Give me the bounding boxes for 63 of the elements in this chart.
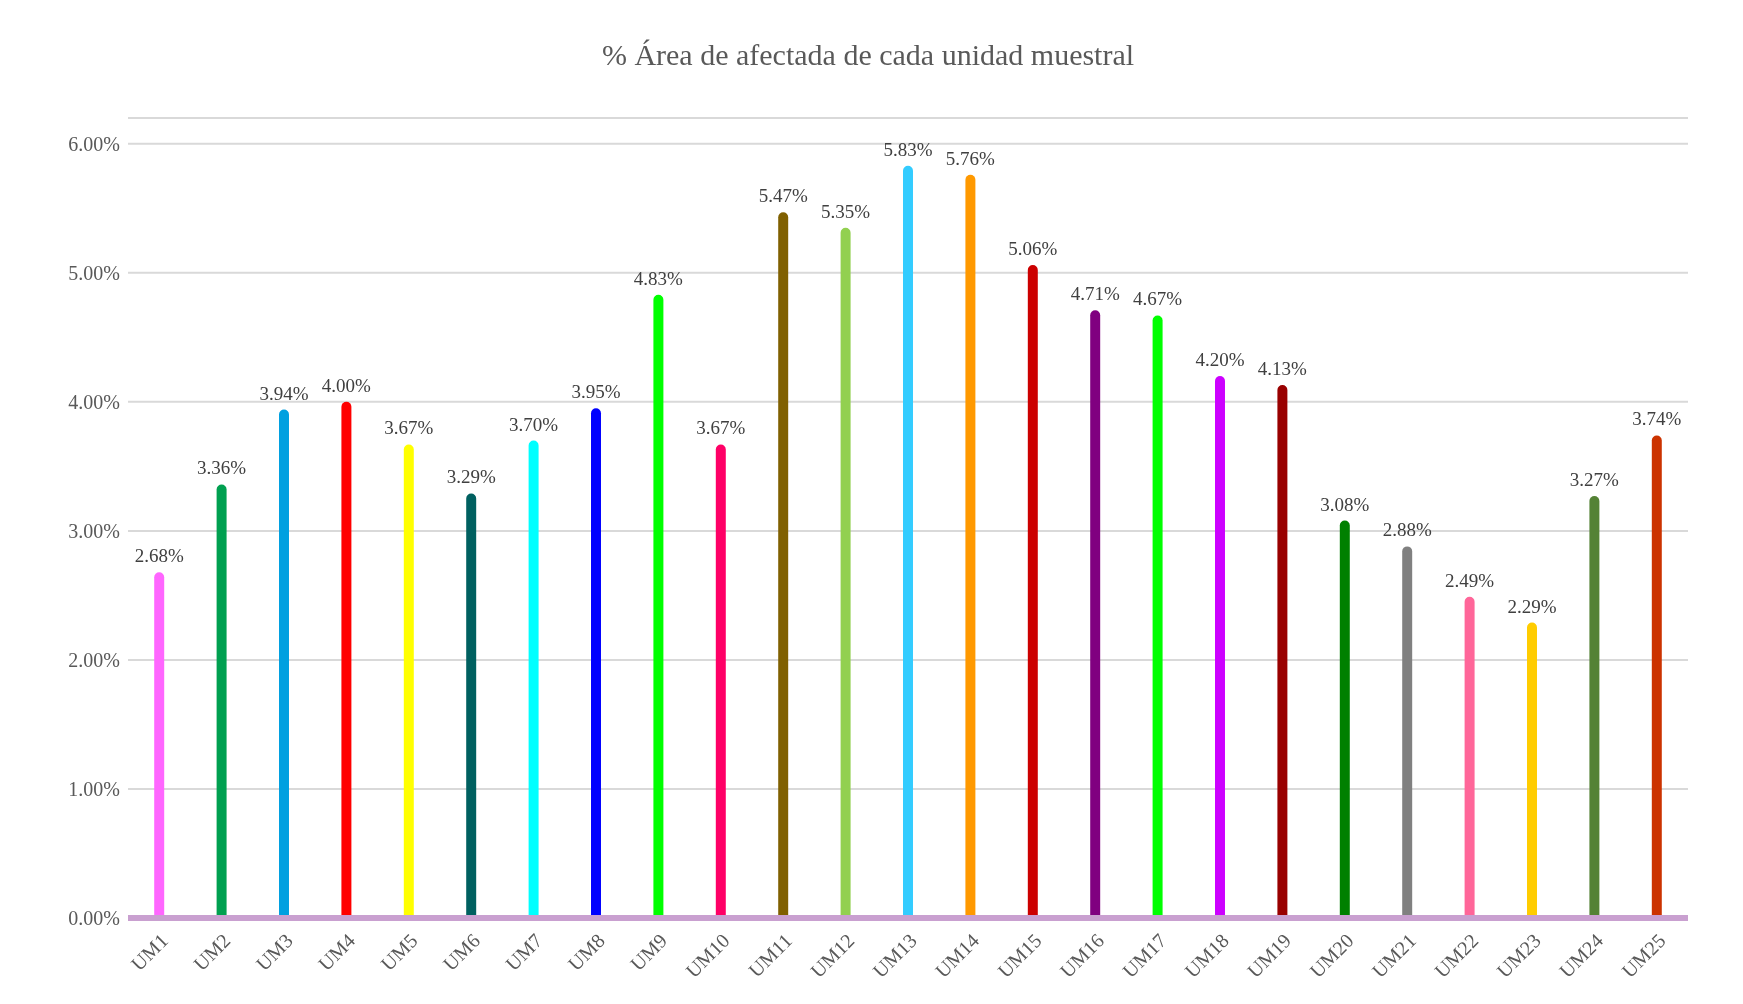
bar <box>1464 596 1475 918</box>
y-tick-label: 2.00% <box>68 649 120 672</box>
bar <box>1152 315 1163 918</box>
bar <box>466 493 477 918</box>
data-label: 3.94% <box>259 382 309 404</box>
data-label: 4.00% <box>321 374 372 396</box>
data-label: 3.74% <box>1632 408 1682 430</box>
data-label: 3.95% <box>571 381 621 403</box>
data-label: 4.71% <box>1070 283 1120 305</box>
bar <box>216 484 227 918</box>
bar <box>903 165 913 918</box>
bar <box>1090 310 1101 918</box>
x-tick-label: UM9 <box>625 929 672 975</box>
x-tick-label: UM1 <box>126 929 173 975</box>
data-label: 5.83% <box>883 138 933 160</box>
data-label: 4.13% <box>1257 358 1308 380</box>
data-label: 2.49% <box>1445 569 1495 591</box>
bar <box>1339 520 1350 918</box>
data-label: 5.76% <box>945 147 996 169</box>
y-tick-label: 4.00% <box>68 390 120 413</box>
data-label: 2.88% <box>1382 519 1432 541</box>
bar <box>403 444 414 918</box>
bar <box>1651 435 1662 918</box>
data-label: 3.67% <box>384 417 434 439</box>
data-label: 4.20% <box>1195 349 1245 371</box>
bar <box>341 401 352 918</box>
bar <box>591 408 601 918</box>
data-label: 3.27% <box>1569 469 1620 491</box>
bar <box>528 440 539 918</box>
x-tick-label: UM8 <box>563 929 609 975</box>
data-label: 5.35% <box>821 200 871 222</box>
bar <box>1402 546 1413 918</box>
bar <box>965 174 976 918</box>
bar <box>279 409 289 918</box>
y-tick-label: 0.00% <box>68 907 120 930</box>
bar <box>1215 376 1225 918</box>
y-tick-label: 6.00% <box>68 132 120 155</box>
y-tick-label: 5.00% <box>68 261 120 284</box>
chart-title: % Área de afectada de cada unidad muestral <box>600 37 1136 73</box>
data-label: 3.36% <box>197 457 247 479</box>
data-label: 4.83% <box>633 267 684 289</box>
data-label: 5.06% <box>1008 238 1058 260</box>
data-label: 4.67% <box>1133 288 1183 310</box>
bar <box>1027 265 1038 918</box>
bar <box>715 444 726 918</box>
data-label: 3.08% <box>1320 493 1370 515</box>
data-label: 5.47% <box>758 185 808 207</box>
data-label: 3.70% <box>509 413 559 435</box>
bar <box>154 572 165 918</box>
bar <box>1527 622 1537 918</box>
data-label: 3.29% <box>446 466 496 488</box>
bar <box>778 212 789 918</box>
x-tick-label: UM3 <box>251 929 297 975</box>
data-label: 2.29% <box>1507 595 1557 617</box>
y-tick-label: 1.00% <box>68 778 120 801</box>
y-tick-label: 3.00% <box>68 520 120 542</box>
bar <box>1277 385 1288 918</box>
bar <box>840 227 851 918</box>
bar <box>1589 496 1600 918</box>
data-label: 3.67% <box>696 417 746 439</box>
data-label: 2.68% <box>134 545 184 567</box>
bar <box>653 294 664 918</box>
x-tick-label: UM2 <box>189 929 235 975</box>
